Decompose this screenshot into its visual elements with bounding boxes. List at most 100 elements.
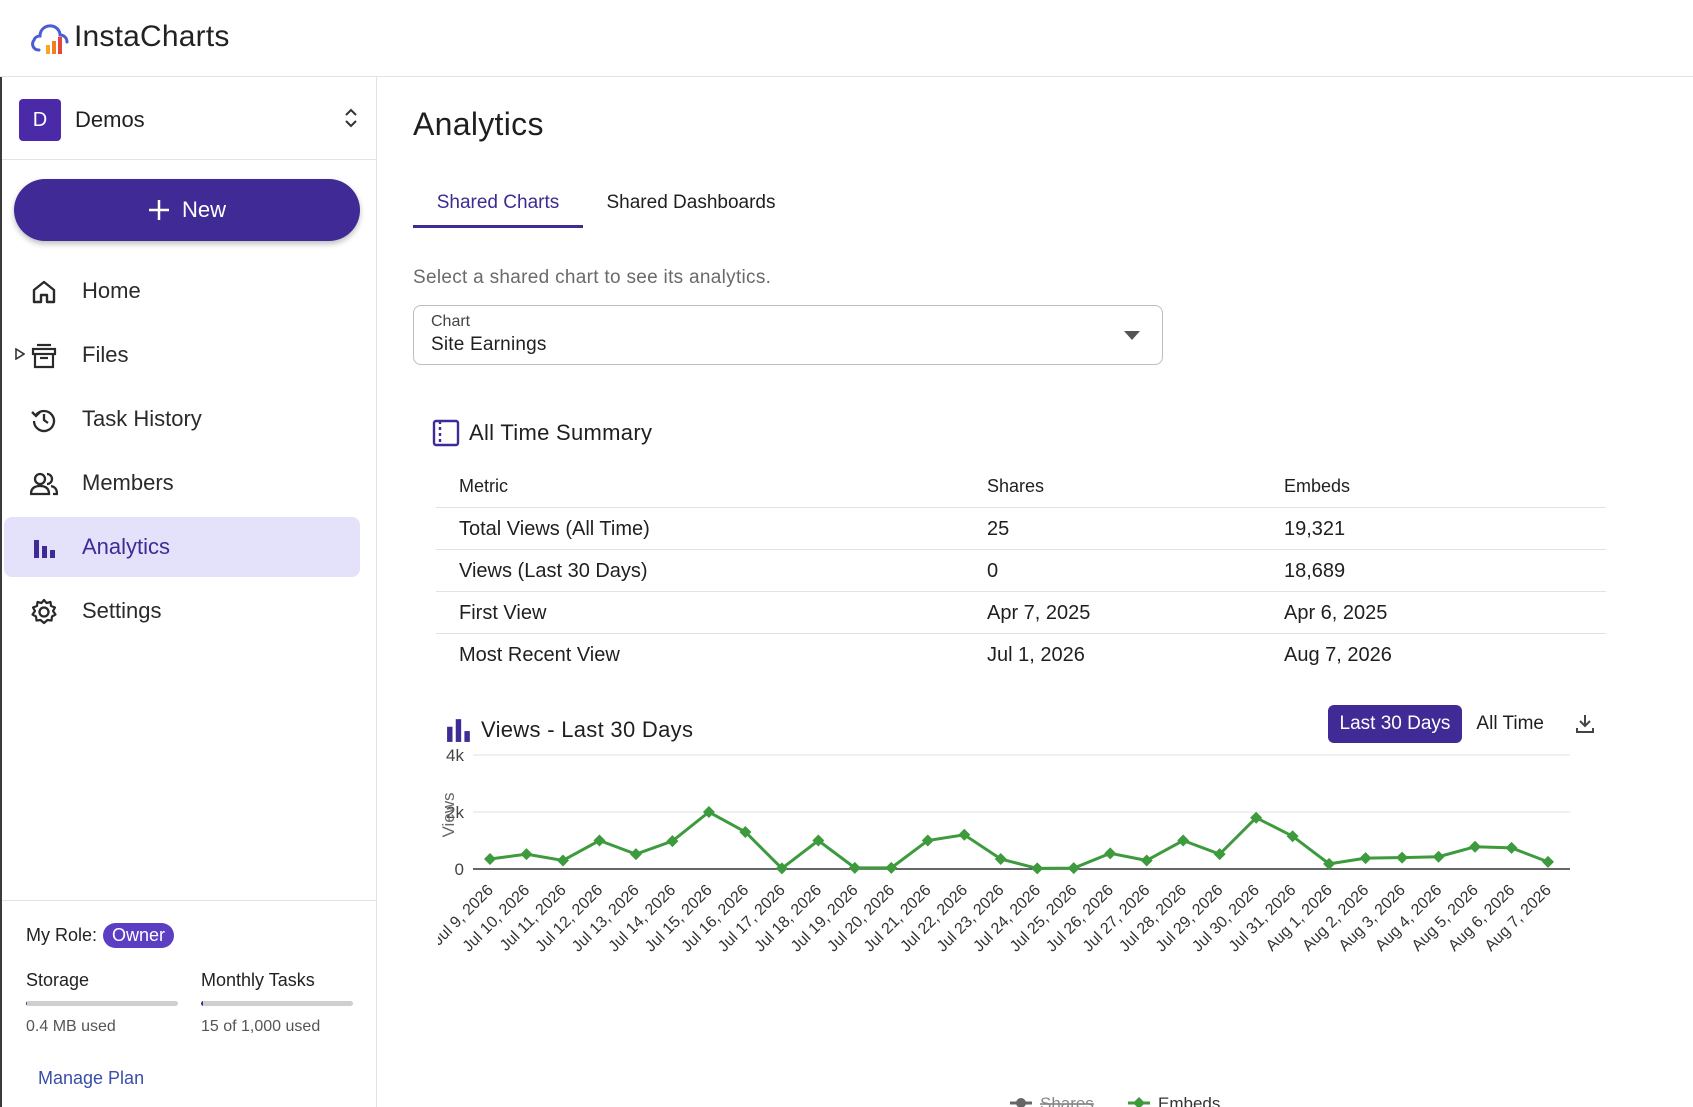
embeds-data-point [1505, 841, 1518, 854]
select-hint: Select a shared chart to see its analyti… [413, 267, 772, 288]
select-value: Site Earnings [431, 334, 547, 355]
metric-cell: First View [459, 602, 547, 624]
manage-plan-link[interactable]: Manage Plan [38, 1068, 145, 1088]
embeds-data-point [629, 848, 642, 861]
embeds-cell: Apr 6, 2025 [1284, 602, 1388, 624]
embeds-data-point [958, 828, 971, 841]
storage-label: Storage [26, 970, 90, 990]
embeds-data-point [885, 861, 898, 874]
role-badge: Owner [103, 923, 175, 948]
y-tick-label: 0 [455, 860, 464, 879]
expand-arrow-icon[interactable] [15, 348, 25, 360]
y-axis-label: Views [439, 792, 458, 837]
embeds-data-point [994, 853, 1007, 866]
monthly-tasks-usage: Monthly Tasks 15 of 1,000 used [201, 970, 353, 1036]
summary-table: Metric Shares Embeds Total Views (All Ti… [436, 468, 1606, 676]
summary-heading: All Time Summary [432, 419, 652, 447]
storage-progress-bar [26, 1001, 178, 1006]
sidebar-item-settings[interactable]: Settings [4, 581, 360, 641]
sidebar-item-task-history[interactable]: Task History [4, 389, 360, 449]
embeds-data-point [1067, 862, 1080, 875]
gear-icon [30, 598, 58, 626]
sidebar-item-members[interactable]: Members [4, 453, 360, 513]
new-button[interactable]: New [14, 179, 360, 241]
role-label: My Role: [26, 925, 98, 945]
embeds-data-point [921, 834, 934, 847]
storage-progress-fill [26, 1001, 27, 1006]
column-header: Metric [459, 476, 508, 496]
sidebar-divider [2, 159, 377, 160]
bar-chart-icon [447, 719, 470, 742]
app-logo[interactable]: InstaCharts [30, 17, 230, 57]
page-title: Analytics [413, 106, 544, 142]
metric-cell: Most Recent View [459, 644, 620, 666]
embeds-data-point [666, 835, 679, 848]
summary-icon [432, 419, 460, 447]
files-icon [30, 342, 58, 370]
history-icon [30, 406, 58, 434]
embeds-data-point [1432, 850, 1445, 863]
metric-cell: Views (Last 30 Days) [459, 560, 648, 582]
embeds-data-point [1177, 834, 1190, 847]
embeds-data-point [775, 862, 788, 875]
sidebar-item-label: Task History [82, 406, 202, 431]
unfold-icon [345, 108, 357, 128]
dropdown-arrow-icon [1124, 331, 1140, 340]
embeds-data-point [520, 848, 533, 861]
embeds-data-point [1104, 847, 1117, 860]
embeds-data-point [1213, 848, 1226, 861]
tab-shared-charts[interactable]: Shared Charts [436, 192, 560, 213]
column-header: Embeds [1284, 476, 1351, 496]
new-button-label: New [181, 197, 226, 222]
main-content: Analytics Shared Charts Shared Dashboard… [378, 77, 1693, 1107]
table-row: Most Recent View Jul 1, 2026 Aug 7, 2026 [436, 634, 1606, 676]
embeds-data-point [1031, 862, 1044, 875]
views-title: Views - Last 30 Days [481, 717, 694, 742]
embeds-data-point [556, 854, 569, 867]
embeds-data-point [702, 806, 715, 818]
org-switcher[interactable]: D Demos [19, 96, 364, 144]
role-row: My Role: Owner [26, 923, 175, 948]
app-name: InstaCharts [74, 20, 230, 53]
home-icon [30, 278, 58, 306]
views-heading: Views - Last 30 Days [446, 717, 693, 743]
legend-shares-label: Shares [1040, 1094, 1094, 1107]
embeds-data-point [593, 834, 606, 847]
all-time-button[interactable]: All Time [1476, 713, 1544, 734]
last-30-days-button[interactable]: Last 30 Days [1327, 705, 1463, 743]
chart-select[interactable]: Chart Site Earnings [413, 305, 1163, 365]
tasks-text: 15 of 1,000 used [201, 1018, 321, 1035]
window-edge [0, 0, 2, 1107]
download-icon[interactable] [1576, 714, 1594, 734]
y-tick-label: 2k [446, 803, 464, 822]
select-label: Chart [431, 313, 471, 330]
column-header: Shares [987, 476, 1045, 496]
members-icon [30, 470, 58, 498]
embeds-series-line [489, 810, 1549, 871]
sidebar-item-home[interactable]: Home [4, 261, 360, 321]
tab-shared-dashboards[interactable]: Shared Dashboards [606, 192, 776, 213]
sidebar-divider [2, 900, 377, 901]
table-row: Total Views (All Time) 25 19,321 [436, 508, 1606, 550]
sidebar-item-files[interactable]: Files [4, 325, 360, 385]
sidebar-item-label: Files [82, 342, 129, 367]
plus-icon [148, 200, 169, 220]
summary-title: All Time Summary [469, 420, 653, 445]
shares-cell: 0 [987, 560, 999, 582]
embeds-data-point [739, 825, 752, 838]
embeds-data-point [1250, 811, 1263, 824]
metric-cell: Total Views (All Time) [459, 518, 650, 540]
sidebar-item-label: Analytics [82, 534, 171, 559]
sidebar-item-analytics[interactable]: Analytics [4, 517, 360, 577]
cloud-chart-logo-icon [31, 24, 69, 54]
embeds-cell: Aug 7, 2026 [1284, 644, 1392, 666]
embeds-data-point [484, 853, 496, 866]
tabs: Shared Charts Shared Dashboards [413, 177, 1013, 229]
shares-cell: Jul 1, 2026 [987, 644, 1085, 666]
embeds-data-point [1323, 857, 1336, 870]
legend-embeds-marker [1133, 1097, 1145, 1107]
shares-cell: Apr 7, 2025 [987, 602, 1091, 624]
embeds-cell: 18,689 [1284, 560, 1346, 582]
embeds-data-point [1140, 854, 1153, 867]
legend-embeds-label: Embeds [1158, 1094, 1220, 1107]
